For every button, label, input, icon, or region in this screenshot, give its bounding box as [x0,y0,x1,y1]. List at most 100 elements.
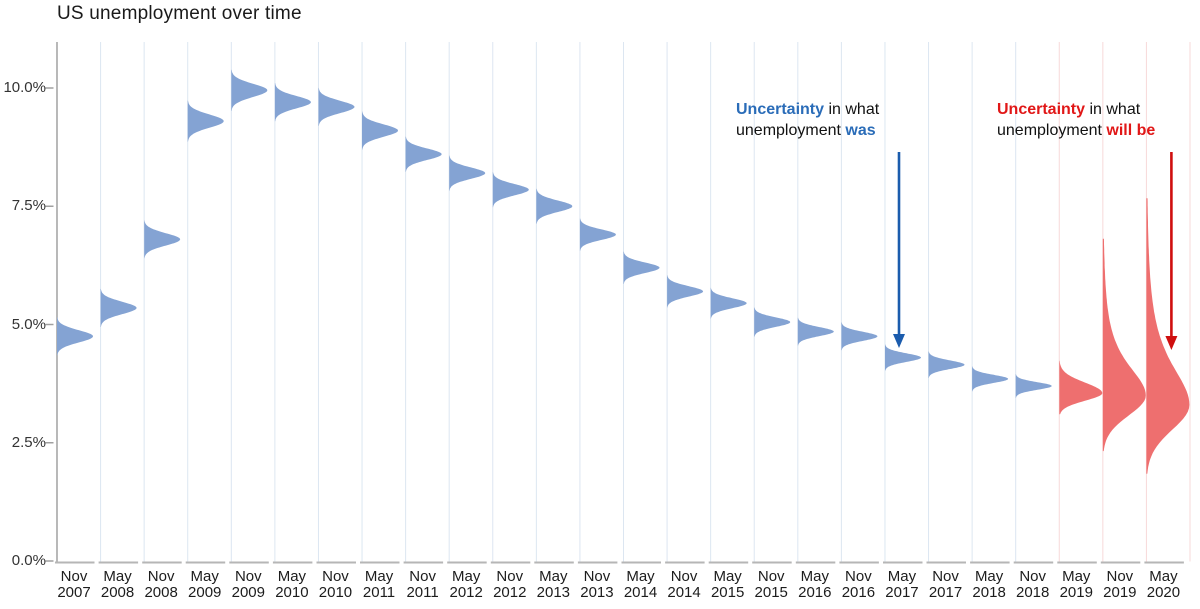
x-axis-label-nov-2009: Nov 2009 [218,569,278,601]
violin-may-2008 [100,288,137,327]
x-axis-label-month: May [713,568,742,585]
violin-may-2010 [274,83,311,122]
x-axis-label-month: Nov [60,568,88,585]
violin-nov-2010 [318,87,355,126]
annotation-forecast-highlight-1: Uncertainty [997,101,1086,118]
y-axis-tick-label: 0.0% [11,552,46,569]
chart-title: US unemployment over time [57,3,302,24]
violin-nov-2008 [144,220,181,259]
annotation-forecast-uncertainty: Uncertainty in what unemployment will be [997,99,1155,141]
annotation-past-text-2: unemployment [736,122,846,139]
violin-may-2016 [797,317,834,346]
x-axis-label-month: Nov [932,568,959,585]
annotation-past-text-1: in what [824,101,880,118]
x-axis-label-may-2018: May 2018 [959,569,1019,601]
violin-nov-2017 [928,351,965,378]
x-axis-label-nov-2014: Nov 2014 [654,569,714,601]
violin-may-2014 [623,251,660,284]
violin-nov-2007 [57,317,93,356]
violin-may-2017 [885,344,921,371]
x-axis-label-may-2020: May 2020 [1133,569,1193,601]
x-axis-label-may-2019: May 2019 [1046,569,1106,601]
violin-nov-2013 [579,218,616,251]
annotation-forecast-text-1: in what [1085,101,1141,118]
x-axis-label-month: Nov [757,568,785,585]
x-axis-label-nov-2013: Nov 2013 [567,569,627,601]
violin-nov-2018 [1015,374,1052,398]
x-axis-label-month: May [452,568,481,585]
x-axis-label-year: 2018 [972,584,1006,601]
x-axis-label-may-2009: May 2009 [175,569,235,601]
y-axis-tick-label: 2.5% [11,433,46,451]
x-axis-label-month: May [626,568,655,585]
x-axis-label-may-2013: May 2013 [523,569,583,601]
x-axis-label-month: May [1062,568,1091,585]
violin-nov-2019-forecast [1102,238,1146,452]
violin-nov-2012 [492,172,529,208]
past-uncertainty-arrow-icon [893,152,905,348]
violin-may-2013 [536,188,573,224]
x-axis-label-year: 2007 [57,584,91,601]
x-axis-label-year: 2015 [754,584,788,601]
x-axis-label-month: Nov [147,568,175,585]
x-axis-label-month: Nov [409,568,436,585]
x-axis-label-month: May [277,568,307,585]
x-axis-label-nov-2016: Nov 2016 [828,569,888,601]
annotation-past-uncertainty: Uncertainty in what unemployment was [736,99,879,141]
annotation-past-highlight-2: was [845,122,876,139]
x-axis-label-month: Nov [1106,568,1134,585]
x-axis-label-year: 2017 [885,584,919,601]
x-axis-label-year: 2012 [449,584,483,601]
x-axis-label-nov-2008: Nov 2008 [131,569,191,601]
x-axis-label-may-2016: May 2016 [785,569,845,601]
x-axis-label-nov-2007: Nov 2007 [44,569,104,601]
y-axis-tick-label: 10.0% [3,79,46,96]
x-axis-label-year: 2010 [275,584,309,601]
x-axis-label-year: 2008 [100,584,135,601]
violin-may-2011 [362,111,398,150]
x-axis-label-year: 2011 [362,584,396,601]
x-axis-label-month: Nov [583,568,611,585]
x-axis-label-year: 2016 [798,584,832,601]
past-uncertainty-arrow-icon-head [893,334,905,348]
violin-may-2015 [710,287,747,319]
x-axis-label-nov-2017: Nov 2017 [916,569,976,601]
x-axis-label-month: Nov [1019,568,1047,585]
violin-may-2019-forecast [1059,360,1103,415]
x-axis-label-month: May [800,568,829,585]
violin-may-2012 [449,155,486,191]
x-axis-label-year: 2010 [318,584,353,601]
x-axis-label-month: May [539,568,568,585]
x-axis-label-year: 2013 [536,584,571,601]
violin-nov-2009 [231,69,268,111]
x-axis-label-month: May [364,568,394,585]
violin-nov-2015 [754,307,791,337]
x-axis-label-may-2015: May 2015 [698,569,758,601]
x-axis-label-month: Nov [670,568,698,585]
x-axis-label-nov-2015: Nov 2015 [741,569,801,601]
x-axis-label-month: May [887,568,917,585]
y-axis-tick-label: 5.0% [11,315,46,333]
x-axis-label-year: 2018 [1016,584,1050,601]
x-axis-label-year: 2009 [231,584,265,601]
x-axis-label-month: May [190,568,219,585]
x-axis-label-nov-2019: Nov 2019 [1090,569,1150,601]
x-axis-label-month: May [1149,568,1178,585]
violin-may-2020-forecast [1146,198,1190,474]
x-axis-label-may-2008: May 2008 [88,569,148,601]
forecast-uncertainty-arrow-icon [1165,152,1178,350]
forecast-uncertainty-arrow-icon-head [1165,336,1178,350]
x-axis-label-year: 2015 [710,584,745,601]
annotation-forecast-text-2: unemployment [997,122,1107,139]
annotation-forecast-highlight-2: will be [1106,122,1156,139]
x-axis-label-nov-2011: Nov 2011 [393,569,453,601]
annotation-past-highlight-1: Uncertainty [736,101,825,118]
x-axis-label-year: 2017 [928,584,963,601]
x-axis-label-month: Nov [845,568,872,585]
x-axis-label-month: Nov [234,568,262,585]
x-axis-label-month: May [103,568,132,585]
density-violins [57,69,1190,474]
x-axis-label-year: 2019 [1059,584,1093,601]
x-axis-label-year: 2009 [188,584,222,601]
